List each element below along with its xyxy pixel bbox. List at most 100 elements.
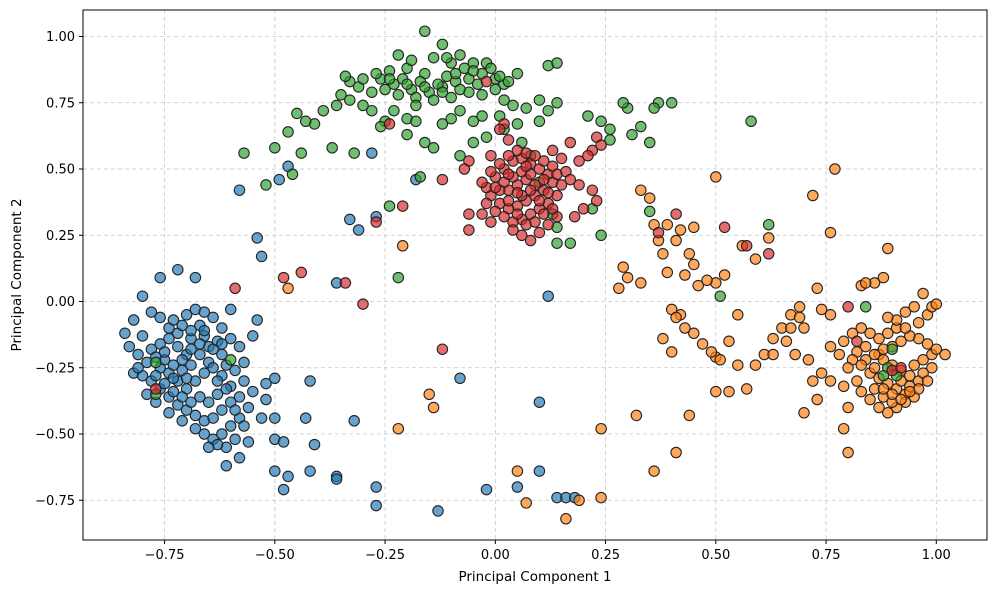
data-point [308,438,321,451]
data-point [467,136,480,149]
x-tick-label: 0.75 [812,548,841,563]
data-point [824,226,837,239]
data-point [762,248,775,260]
data-point [229,364,241,377]
data-point [489,205,502,218]
data-point [926,362,938,374]
data-point [269,142,281,154]
data-point [930,343,943,355]
data-point [357,73,369,85]
data-point [507,99,519,112]
data-point [198,428,211,440]
data-point [224,332,237,345]
x-tick-label: −0.25 [365,548,405,563]
data-point [242,401,255,414]
data-point [873,401,885,414]
data-point [277,271,290,284]
data-point [811,393,823,406]
data-point [590,195,603,207]
data-point [454,372,466,385]
series-cluster_1 [282,163,951,525]
data-point [467,115,480,128]
data-point [604,123,616,136]
data-point [493,157,506,170]
data-point [167,314,180,326]
data-point [202,441,215,454]
data-point [670,446,682,459]
data-point [476,176,488,189]
data-point [454,149,466,162]
data-point [436,38,449,51]
data-point [670,311,682,324]
data-point [454,104,466,117]
data-point [718,269,731,281]
data-point [436,86,449,98]
data-point [419,81,431,93]
series-cluster_3 [150,75,907,395]
data-point [352,224,365,236]
data-point [330,99,343,112]
data-point [176,319,188,332]
data-point [189,422,202,435]
data-point [511,187,524,199]
data-point [732,309,744,321]
data-point [493,123,506,136]
data-point [132,362,144,374]
data-point [357,298,369,310]
data-point [524,184,537,196]
data-point [635,120,647,133]
data-point [824,375,837,387]
data-point [427,142,440,154]
data-point [344,213,356,226]
data-point [882,327,894,340]
data-point [665,346,678,358]
data-point [119,327,131,340]
data-point [154,311,166,324]
data-point [511,465,524,477]
data-point [851,335,863,348]
data-point [370,67,382,80]
data-point [463,224,475,236]
data-point [502,149,515,162]
data-point [427,94,440,106]
data-point [688,327,700,340]
x-tick-label: −0.75 [145,548,185,563]
data-point [895,362,907,374]
data-point [837,335,850,348]
data-point [405,54,418,67]
data-point [392,89,405,101]
data-point [163,407,175,419]
data-point [538,208,550,220]
data-point [207,311,219,324]
data-point [238,147,250,159]
data-point [546,203,559,215]
data-point [366,147,378,159]
data-point [551,97,563,109]
data-point [198,324,211,337]
data-point [679,322,691,334]
data-point [233,184,246,196]
data-point [643,205,656,218]
y-tick-label: 1.00 [46,30,75,45]
data-point [529,149,541,162]
data-point [842,301,854,313]
data-point [273,173,285,186]
x-tick-label: 0.25 [591,548,620,563]
data-point [150,369,162,382]
y-tick-label: 0.50 [46,163,75,178]
y-tick-label: −0.50 [35,428,75,443]
data-point [269,465,281,477]
data-point [216,404,228,416]
data-point [176,391,188,403]
data-point [551,237,563,249]
data-point [454,83,466,96]
data-point [229,282,241,295]
data-point [392,271,405,284]
data-point [255,250,268,263]
data-point [859,277,872,289]
data-point [224,354,237,366]
data-point [829,163,841,175]
data-point [604,134,616,146]
data-point [233,340,246,353]
data-point [661,266,674,279]
